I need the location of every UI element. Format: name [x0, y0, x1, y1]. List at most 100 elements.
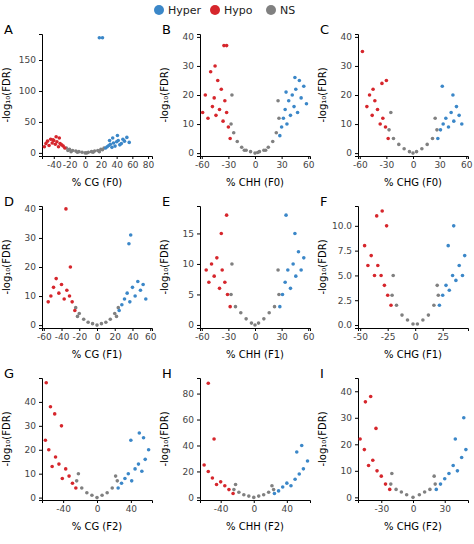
y-tick-mark	[355, 66, 358, 67]
x-tick-mark	[308, 328, 309, 331]
point	[206, 381, 210, 385]
x-tick: 20	[96, 156, 108, 170]
point	[274, 131, 278, 135]
point	[394, 488, 398, 492]
x-tick: -20	[72, 328, 87, 342]
x-axis-title: % CG (F2)	[72, 521, 123, 532]
points	[358, 395, 467, 499]
point	[215, 256, 219, 260]
x-axis-title: % CG (F1)	[72, 349, 123, 360]
x-tick-mark	[445, 500, 446, 503]
y-tick-label: 100	[19, 86, 36, 96]
point	[127, 141, 131, 145]
point	[218, 287, 222, 291]
legend-label: NS	[280, 4, 295, 17]
x-tick: 60	[127, 156, 139, 170]
y-tick-mark	[197, 66, 200, 67]
point	[289, 484, 293, 488]
point	[368, 93, 372, 97]
point	[386, 137, 390, 141]
x-tick: 0	[411, 156, 417, 170]
point	[54, 135, 58, 139]
point	[90, 493, 94, 497]
x-tick-label: 0	[411, 160, 417, 170]
x-axis-title: % CHG (F0)	[384, 177, 442, 188]
y-tick: 40	[341, 32, 358, 42]
point	[235, 140, 239, 144]
panel-title: D	[4, 194, 14, 209]
panel-title: C	[320, 22, 329, 37]
point	[363, 448, 367, 452]
y-tick-mark	[355, 418, 358, 419]
x-tick-label: 80	[143, 160, 155, 170]
x-tick: -30	[222, 156, 237, 170]
point	[283, 280, 287, 284]
point	[57, 291, 61, 295]
x-tick-label: 40	[111, 160, 123, 170]
figure: HyperHypoNSA-40-20020406080050100150% CG…	[0, 0, 474, 544]
y-tick-mark	[197, 233, 200, 234]
point	[285, 122, 289, 126]
x-tick: -60	[37, 328, 52, 342]
y-tick: 50	[25, 117, 42, 127]
point	[227, 125, 231, 129]
point	[116, 479, 120, 483]
y-tick-label: 20	[341, 440, 353, 450]
y-tick-mark	[197, 153, 200, 154]
point	[253, 323, 257, 327]
point	[270, 484, 274, 488]
y-tick: 40	[183, 441, 200, 451]
x-tick-label: 60	[303, 160, 315, 170]
point	[293, 76, 297, 80]
point	[74, 486, 78, 490]
x-tick-mark	[131, 500, 132, 503]
x-tick-mark	[254, 500, 255, 503]
point	[397, 143, 401, 147]
point	[138, 431, 142, 435]
x-tick-label: 60	[461, 160, 473, 170]
point	[435, 128, 439, 132]
point	[229, 122, 233, 126]
x-tick-label: -50	[353, 332, 368, 342]
point	[225, 111, 229, 115]
point	[278, 134, 282, 138]
point	[53, 412, 57, 416]
point	[272, 488, 276, 492]
point	[433, 116, 437, 120]
panel-title: H	[162, 366, 172, 381]
point	[286, 268, 290, 272]
x-tick-mark	[54, 156, 55, 159]
point	[61, 477, 65, 481]
point	[44, 381, 48, 385]
point	[80, 486, 84, 490]
point	[91, 150, 95, 154]
point	[211, 105, 215, 109]
point	[411, 496, 415, 500]
point	[243, 148, 247, 152]
x-tick-mark	[115, 328, 116, 331]
y-tick: 0	[188, 493, 200, 503]
point	[446, 244, 450, 248]
point	[212, 274, 216, 278]
point	[114, 474, 118, 478]
y-tick: 30	[25, 421, 42, 431]
x-tick: -30	[222, 328, 237, 342]
legend-label: Hyper	[168, 4, 202, 17]
x-tick-mark	[202, 328, 203, 331]
x-tick: 60	[461, 156, 473, 170]
point	[98, 36, 102, 40]
point	[305, 102, 309, 106]
y-tick-label: 5	[188, 290, 194, 300]
point	[85, 151, 89, 155]
point	[128, 300, 132, 304]
point	[276, 268, 280, 272]
x-axis: -60-3003060	[353, 156, 473, 170]
points	[361, 50, 464, 155]
point	[57, 462, 61, 466]
x-tick-mark	[388, 328, 389, 331]
x-tick: 60	[145, 328, 157, 342]
x-tick-label: -30	[380, 160, 395, 170]
y-tick-label: 40	[183, 32, 195, 42]
point	[371, 87, 375, 91]
y-tick-label: 20	[25, 262, 37, 272]
